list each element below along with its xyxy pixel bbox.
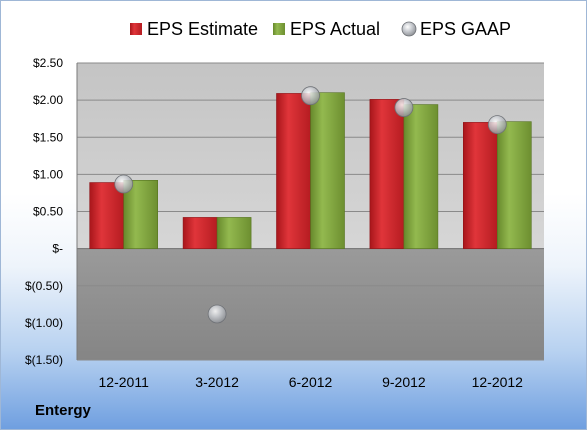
eps-gaap-point xyxy=(301,86,320,106)
eps-gaap-point xyxy=(114,174,134,194)
y-tick-label: $(1.50) xyxy=(25,353,63,367)
bars-layer xyxy=(89,92,532,249)
x-tick-label: 12-2011 xyxy=(99,374,150,390)
y-tick-label: $(1.00) xyxy=(25,316,63,330)
y-tick-label: $(0.50) xyxy=(25,279,63,293)
eps-estimate-bar xyxy=(89,182,124,249)
gaap-points-layer xyxy=(114,86,507,324)
negative-region xyxy=(77,248,544,360)
x-tick-label: 6-2012 xyxy=(289,374,333,390)
eps-estimate-bar xyxy=(462,122,498,249)
y-tick-label: $1.50 xyxy=(33,130,63,144)
legend-label: EPS Actual xyxy=(290,19,380,39)
eps-actual-bar xyxy=(123,180,158,249)
x-axis: 12-2011 3-2012 6-2012 9-2012 12-2012 xyxy=(99,374,524,390)
eps-actual-bar xyxy=(403,104,439,249)
eps-estimate-bar xyxy=(369,99,405,249)
eps-gaap-point xyxy=(487,115,507,135)
chart-legend: EPS Estimate EPS Actual EPS GAAP xyxy=(130,19,511,39)
legend-label: EPS Estimate xyxy=(147,19,258,39)
y-tick-label: $0.50 xyxy=(33,205,63,219)
y-tick-label: $- xyxy=(52,242,63,256)
legend-estimate-swatch xyxy=(130,23,142,35)
company-name: Entergy xyxy=(35,402,91,419)
x-tick-label: 3-2012 xyxy=(195,374,239,390)
eps-actual-bar xyxy=(496,121,532,249)
eps-gaap-point xyxy=(394,98,414,117)
eps-actual-bar xyxy=(216,217,252,249)
eps-estimate-bar xyxy=(182,217,218,249)
legend-gaap-marker xyxy=(401,21,417,37)
legend-actual-swatch xyxy=(273,23,285,35)
y-tick-label: $2.50 xyxy=(33,56,63,70)
x-tick-label: 12-2012 xyxy=(472,374,524,390)
eps-actual-bar xyxy=(310,92,345,249)
eps-estimate-bar xyxy=(276,93,311,249)
y-tick-label: $1.00 xyxy=(33,167,63,181)
legend-label: EPS GAAP xyxy=(420,19,511,39)
eps-gaap-point xyxy=(207,304,227,324)
x-tick-label: 9-2012 xyxy=(382,374,426,390)
y-axis: $2.50 $2.00 $1.50 $1.00 $0.50 $- $(0.50) $(1.00… xyxy=(25,56,78,367)
y-tick-label: $2.00 xyxy=(33,93,63,107)
